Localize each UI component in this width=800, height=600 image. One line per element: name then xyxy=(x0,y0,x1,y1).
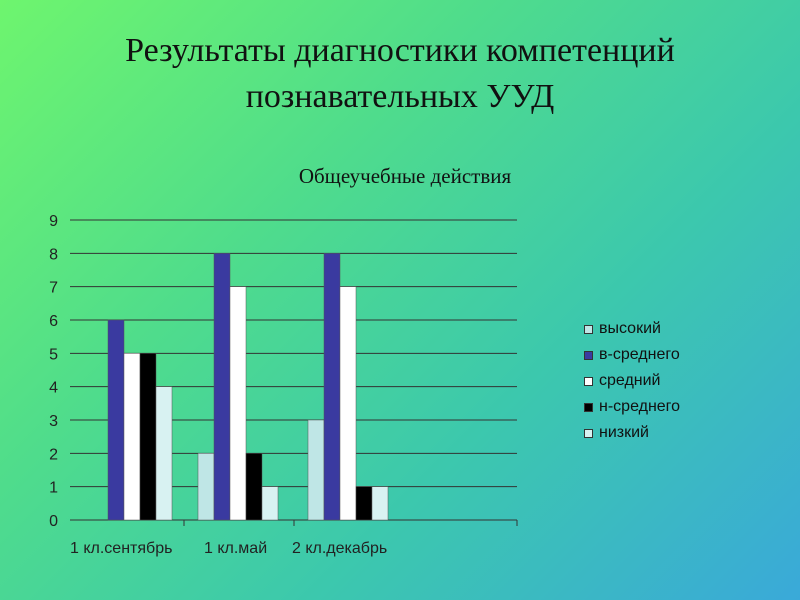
legend-swatch xyxy=(584,350,593,360)
legend-swatch xyxy=(584,376,593,386)
bar-н-среднего xyxy=(245,453,263,521)
bar-низкий xyxy=(261,486,279,521)
legend-swatch xyxy=(584,402,593,412)
bar-н-среднего xyxy=(139,353,157,521)
bar-средний xyxy=(229,286,247,521)
x-tick-label: 1 кл.май xyxy=(204,540,267,557)
legend-label: в-среднего xyxy=(599,346,680,363)
legend-item: низкий xyxy=(584,420,680,446)
x-tick-label: 1 кл.сентябрь xyxy=(70,540,172,557)
bar-низкий xyxy=(371,486,389,521)
legend-label: средний xyxy=(599,372,661,389)
y-tick-label: 7 xyxy=(49,280,58,297)
slide-title-line-1: Результаты диагностики компетенций xyxy=(125,32,675,69)
slide-title-line-2: познавательных УУД xyxy=(245,78,555,115)
chart-title: Общеучебные действия xyxy=(298,164,512,188)
bar-в-среднего xyxy=(213,253,231,521)
bar-в-среднего xyxy=(107,319,125,521)
x-tick-label: 2 кл.декабрь xyxy=(292,540,387,557)
legend-label: высокий xyxy=(599,320,661,337)
legend-swatch xyxy=(584,324,593,334)
bar-в-среднего xyxy=(323,253,341,521)
bar-высокий xyxy=(307,419,325,521)
y-tick-label: 4 xyxy=(49,380,58,397)
bar-низкий xyxy=(155,386,173,521)
legend-swatch xyxy=(584,428,593,438)
slide-title: Результаты диагностики компетенций позна… xyxy=(0,28,800,120)
y-tick-label: 5 xyxy=(49,346,58,363)
legend-item: средний xyxy=(584,368,680,394)
legend-item: н-среднего xyxy=(584,394,680,420)
y-tick-label: 1 xyxy=(49,480,58,497)
chart-legend: высокий в-среднего средний н-среднего низкий xyxy=(584,316,680,446)
legend-item: высокий xyxy=(584,316,680,342)
bar-средний xyxy=(339,286,357,521)
bar-средний xyxy=(123,353,141,521)
bar-н-среднего xyxy=(355,486,373,521)
y-tick-label: 8 xyxy=(49,246,58,263)
bar-высокий xyxy=(197,453,215,521)
legend-label: н-среднего xyxy=(599,398,681,415)
legend-label: низкий xyxy=(599,424,649,441)
y-tick-label: 3 xyxy=(49,413,58,430)
y-tick-label: 9 xyxy=(49,213,58,230)
legend-item: в-среднего xyxy=(584,342,680,368)
y-tick-label: 0 xyxy=(49,513,58,530)
y-tick-label: 6 xyxy=(49,313,58,330)
y-tick-label: 2 xyxy=(49,446,58,463)
